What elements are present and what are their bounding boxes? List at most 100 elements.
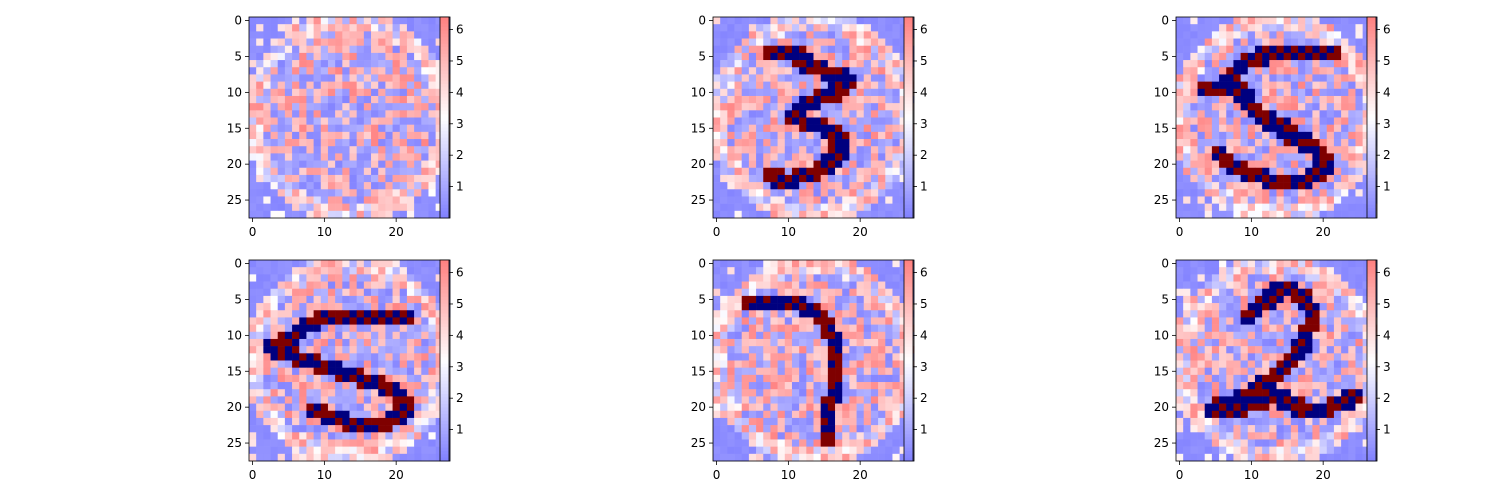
heatmap-cell (1262, 353, 1270, 361)
heatmap-cell (727, 295, 735, 304)
heatmap-cell (842, 453, 850, 462)
heatmap-cell (428, 374, 436, 383)
heatmap-cell (1204, 189, 1213, 197)
heatmap-cell (1312, 153, 1320, 161)
heatmap-cell (1190, 81, 1198, 90)
heatmap-cell (371, 425, 379, 433)
heatmap-cell (827, 196, 836, 204)
heatmap-cell (363, 453, 372, 462)
heatmap-cell (306, 210, 314, 219)
heatmap-cell (1211, 295, 1220, 304)
heatmap-cell (863, 303, 872, 311)
heatmap-cell (1190, 146, 1198, 154)
heatmap-cell (342, 160, 350, 169)
heatmap-cell (856, 274, 865, 282)
heatmap-cell (827, 338, 836, 347)
heatmap-cell (813, 417, 821, 426)
heatmap-cell (1233, 389, 1241, 397)
heatmap-cell (320, 281, 329, 290)
heatmap-cell (727, 160, 735, 169)
heatmap-cell (1326, 52, 1335, 61)
heatmap-cell (435, 389, 444, 397)
heatmap-cell (899, 124, 908, 133)
heatmap-cell (292, 389, 300, 397)
heatmap-cell (1211, 24, 1220, 32)
heatmap-cell (784, 281, 793, 290)
heatmap-cell (1262, 160, 1270, 169)
heatmap-cell (1204, 174, 1213, 183)
heatmap-cell (885, 24, 893, 32)
heatmap-cell (1312, 67, 1320, 75)
y-tick-label: 20 (1154, 157, 1169, 171)
heatmap-cell (335, 425, 343, 433)
heatmap-cell (256, 88, 264, 97)
heatmap-cell (435, 360, 444, 368)
heatmap-cell (820, 160, 829, 169)
heatmap-cell (371, 281, 379, 290)
heatmap-cell (1276, 360, 1284, 368)
heatmap-cell (392, 396, 401, 404)
heatmap-cell (277, 410, 286, 419)
heatmap-cell (1269, 117, 1277, 125)
heatmap-cell (1262, 295, 1270, 304)
heatmap-cell (727, 153, 735, 161)
heatmap-cell (770, 17, 778, 25)
heatmap-cell (320, 295, 329, 304)
heatmap-cell (249, 317, 257, 325)
heatmap-cell (806, 417, 814, 426)
heatmap-cell (1312, 367, 1320, 376)
heatmap-cell (1226, 17, 1234, 25)
heatmap-cell (813, 31, 821, 39)
heatmap-cell (349, 74, 357, 82)
heatmap-cell (406, 24, 415, 32)
heatmap-cell (756, 360, 764, 368)
heatmap-cell (727, 174, 735, 183)
heatmap-cell (1362, 260, 1371, 268)
heatmap-cell (1197, 117, 1206, 125)
heatmap-cell (878, 374, 886, 383)
heatmap-cell (306, 396, 314, 404)
heatmap-cell (1312, 346, 1320, 354)
heatmap-cell (349, 124, 357, 133)
heatmap-cell (428, 331, 436, 340)
heatmap-cell (335, 31, 343, 39)
heatmap-cell (806, 382, 814, 390)
heatmap-cell (1190, 360, 1198, 368)
heatmap-cell (791, 453, 800, 462)
heatmap-cell (748, 389, 757, 397)
heatmap-cell (863, 203, 872, 212)
heatmap-cell (835, 74, 843, 82)
heatmap-cell (856, 382, 865, 390)
heatmap-cell (1262, 139, 1270, 147)
heatmap-cell (885, 295, 893, 304)
heatmap-cell (399, 288, 408, 297)
heatmap-cell (263, 153, 271, 161)
colorbar-segment (1367, 214, 1376, 219)
heatmap-cell (1254, 31, 1263, 39)
heatmap-cell (756, 189, 764, 197)
heatmap-cell (899, 174, 908, 183)
heatmap-cell (263, 353, 271, 361)
heatmap-cell (813, 117, 821, 125)
heatmap-cell (406, 446, 415, 455)
heatmap-cell (727, 131, 735, 140)
heatmap-cell (1226, 182, 1234, 190)
heatmap-cell (335, 67, 343, 75)
heatmap-cell (335, 88, 343, 97)
heatmap-cell (335, 353, 343, 361)
heatmap-cell (892, 353, 900, 361)
heatmap-cell (1190, 403, 1198, 412)
heatmap-cell (827, 110, 836, 118)
heatmap-cell (327, 260, 336, 268)
heatmap-cell (784, 67, 793, 75)
heatmap-cell (842, 24, 850, 32)
heatmap-cell (406, 88, 415, 97)
heatmap-cell (899, 210, 908, 219)
heatmap-cell (720, 52, 728, 61)
heatmap-cell (1183, 88, 1191, 97)
heatmap-cell (277, 281, 286, 290)
heatmap-cell (777, 38, 786, 47)
colorbar-segment (904, 104, 913, 108)
heatmap-cell (892, 146, 900, 154)
heatmap-cell (1197, 367, 1206, 376)
